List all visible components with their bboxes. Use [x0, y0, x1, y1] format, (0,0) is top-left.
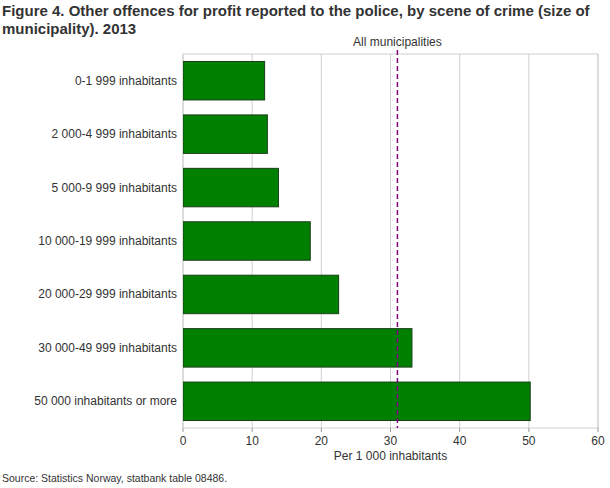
- reference-line: [397, 50, 399, 428]
- title-line: municipality). 2013: [2, 20, 136, 37]
- chart: Figure 4. Other offences for profit repo…: [0, 0, 610, 488]
- bar: [183, 61, 265, 99]
- title-line: Figure 4. Other offences for profit repo…: [2, 2, 591, 19]
- title: Figure 4. Other offences for profit repo…: [2, 2, 591, 37]
- bar: [183, 115, 267, 153]
- bar: [183, 329, 412, 367]
- bar: [183, 382, 530, 420]
- category-label: 20 000-29 999 inhabitants: [38, 287, 177, 301]
- tick-label: 10: [245, 434, 259, 448]
- tick-label: 40: [453, 434, 467, 448]
- category-label: 50 000 inhabitants or more: [34, 394, 177, 408]
- category-label: 10 000-19 999 inhabitants: [38, 234, 177, 248]
- category-label: 2 000-4 999 inhabitants: [52, 127, 177, 141]
- tick: [390, 428, 391, 432]
- tick: [459, 428, 460, 432]
- tick: [252, 428, 253, 432]
- grid-line: [459, 54, 460, 428]
- tick: [321, 428, 322, 432]
- bar: [183, 222, 310, 260]
- tick-label: 0: [180, 434, 187, 448]
- plot-frame: [183, 54, 598, 428]
- grid-line: [390, 54, 391, 428]
- category-label: 5 000-9 999 inhabitants: [52, 181, 177, 195]
- bars: [183, 61, 530, 420]
- tick-label: 30: [384, 434, 398, 448]
- x-axis-label: Per 1 000 inhabitants: [334, 449, 447, 463]
- tick: [598, 428, 599, 432]
- category-label: 30 000-49 999 inhabitants: [38, 341, 177, 355]
- bar: [183, 168, 278, 206]
- grid-line: [528, 54, 529, 428]
- tick: [528, 428, 529, 432]
- grid-line: [321, 54, 322, 428]
- bar: [183, 275, 339, 313]
- reference-label: All municipalities: [353, 35, 442, 49]
- tick-label: 50: [522, 434, 536, 448]
- category-label: 0-1 999 inhabitants: [75, 74, 177, 88]
- tick-label: 20: [315, 434, 329, 448]
- tick: [183, 428, 184, 432]
- tick-label: 60: [591, 434, 605, 448]
- source: Source: Statistics Norway, statbank tabl…: [2, 472, 227, 484]
